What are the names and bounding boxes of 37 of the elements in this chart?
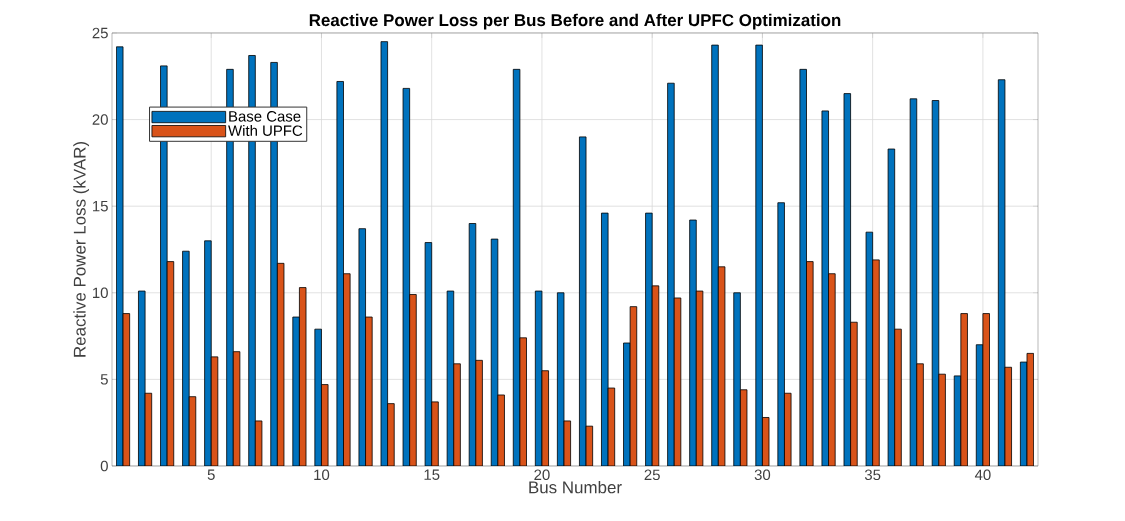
y-tick-label: 10 bbox=[93, 287, 108, 299]
bar bbox=[755, 44, 763, 466]
bar bbox=[292, 316, 300, 466]
bar bbox=[828, 273, 836, 466]
y-tick-label: 0 bbox=[100, 460, 108, 472]
bar bbox=[916, 363, 924, 466]
bar bbox=[314, 328, 322, 466]
bar bbox=[204, 240, 212, 466]
y-axis-title: Reactive Power Loss (kVAR) bbox=[73, 141, 90, 357]
x-tick-label: 40 bbox=[974, 469, 991, 481]
x-tick-label: 25 bbox=[644, 469, 660, 481]
bar bbox=[453, 363, 461, 466]
x-tick-label: 10 bbox=[314, 469, 330, 481]
bar bbox=[894, 328, 902, 466]
bar bbox=[850, 321, 858, 466]
legend-label: Base Case bbox=[229, 111, 301, 122]
x-tick-label: 35 bbox=[864, 469, 881, 481]
y-tick-label: 5 bbox=[100, 374, 108, 385]
y-tick-label: 20 bbox=[92, 114, 108, 125]
x-tick-label: 20 bbox=[534, 469, 550, 481]
x-tick-label: 15 bbox=[424, 469, 440, 480]
x-axis-title: Bus Number bbox=[529, 480, 622, 494]
y-tick-label: 25 bbox=[92, 27, 108, 39]
bar bbox=[711, 44, 719, 466]
bar bbox=[733, 292, 741, 466]
x-tick-label: 5 bbox=[207, 469, 215, 480]
bar bbox=[409, 294, 417, 466]
x-tick-label: 30 bbox=[754, 469, 771, 481]
bar bbox=[645, 212, 653, 466]
chart-title: Reactive Power Loss per Bus Before and After UPFC Optimization bbox=[309, 13, 841, 30]
bar bbox=[960, 313, 968, 466]
y-tick-label: 15 bbox=[93, 200, 108, 212]
bar bbox=[872, 259, 880, 466]
bar bbox=[667, 82, 675, 466]
legend-label: With UPFC bbox=[228, 125, 303, 136]
bar bbox=[182, 251, 190, 466]
bar bbox=[689, 219, 697, 466]
